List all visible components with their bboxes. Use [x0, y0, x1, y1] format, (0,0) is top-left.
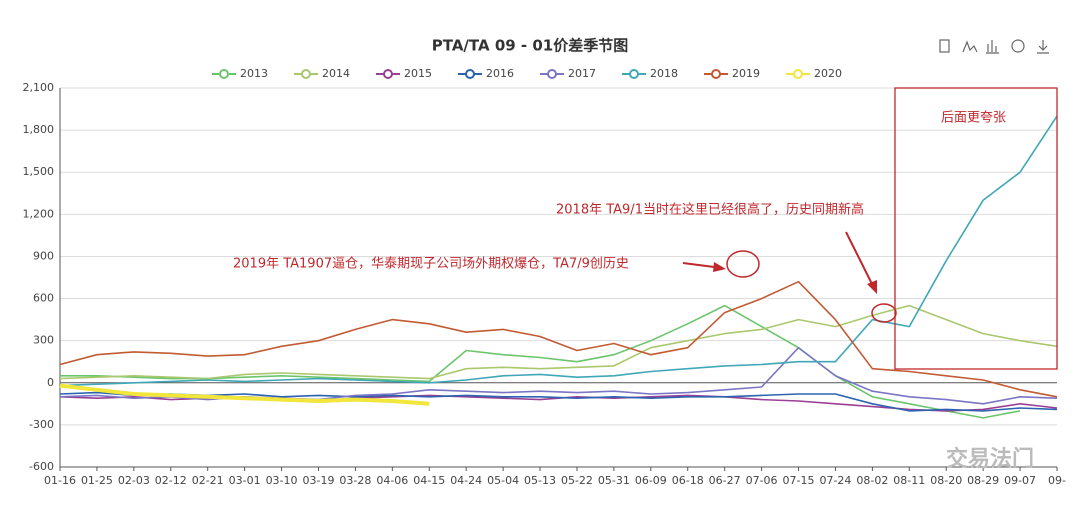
x-tick-label: 06-09 [635, 474, 667, 487]
x-tick-label: 03-19 [302, 474, 334, 487]
series-line [59, 115, 1058, 387]
watermark: 交易法门 [946, 446, 1034, 472]
x-tick-label: 03-10 [266, 474, 298, 487]
tool-save[interactable] [1037, 40, 1049, 54]
x-tick-label: 07-15 [783, 474, 815, 487]
x-tick-label: 07-06 [746, 474, 778, 487]
x-tick-label: 07-24 [819, 474, 851, 487]
x-tick-label: 03-01 [229, 474, 261, 487]
x-tick-label: 06-18 [672, 474, 704, 487]
y-tick-label: 900 [33, 249, 54, 262]
y-tick-label: -600 [29, 460, 54, 473]
x-tick-label: 02-12 [155, 474, 187, 487]
x-tick-label: 08-02 [856, 474, 888, 487]
tool-restore[interactable] [1011, 39, 1025, 53]
annotation-circle [726, 250, 760, 278]
legend-label: 2016 [486, 67, 514, 80]
legend-label: 2019 [732, 67, 760, 80]
y-tick-label: 0 [47, 376, 54, 389]
series-line [59, 383, 430, 406]
toolbar[interactable] [939, 39, 1049, 54]
chart-title: PTA/TA 09 - 01价差季节图 [432, 37, 628, 55]
highlight-box [894, 87, 1058, 370]
x-tick-label: 02-21 [192, 474, 224, 487]
tool-data-view[interactable] [939, 39, 950, 53]
y-tick-label: -300 [29, 418, 54, 431]
y-tick-label: 600 [33, 292, 54, 305]
annotation: 后面更夸张 [941, 111, 1006, 126]
x-tick-label: 05-22 [561, 474, 593, 487]
legend-marker [301, 69, 311, 79]
legend-marker [465, 69, 475, 79]
legend-label: 2018 [650, 67, 678, 80]
x-tick-label: 09- [1048, 474, 1066, 487]
x-tick-label: 05-13 [524, 474, 556, 487]
x-tick-label: 08-29 [967, 474, 999, 487]
legend-label: 2017 [568, 67, 596, 80]
annotation-circle [871, 303, 897, 323]
tool-line[interactable] [962, 40, 978, 53]
legend-marker [383, 69, 393, 79]
y-tick-label: 1,200 [23, 207, 55, 220]
series-line [59, 280, 1058, 398]
legend-label: 2014 [322, 67, 350, 80]
x-tick-label: 01-16 [44, 474, 76, 487]
annotation-arrowhead [867, 280, 877, 294]
series-line [60, 304, 1021, 419]
x-tick-label: 04-15 [413, 474, 445, 487]
annotation: 2019年 TA1907逼仓，华泰期现子公司场外期权爆仓，TA7/9创历史 [233, 256, 629, 272]
legend-label: 2013 [240, 67, 268, 80]
x-tick-label: 05-04 [487, 474, 519, 487]
x-tick-label: 08-20 [930, 474, 962, 487]
legend-marker [793, 69, 803, 79]
annotation-arrow [845, 231, 875, 289]
x-tick-label: 04-06 [376, 474, 408, 487]
x-tick-label: 08-11 [893, 474, 925, 487]
annotation: 2018年 TA9/1当时在这里已经很高了，历史同期新高 [556, 202, 864, 218]
x-tick-label: 06-27 [709, 474, 741, 487]
legend-label: 2020 [814, 67, 842, 80]
y-tick-label: 1,800 [23, 123, 55, 136]
x-tick-label: 01-25 [81, 474, 113, 487]
series-line [59, 391, 1058, 412]
y-tick-label: 300 [33, 334, 54, 347]
x-tick-label: 02-03 [118, 474, 150, 487]
legend-marker [219, 69, 229, 79]
x-tick-label: 03-28 [339, 474, 371, 487]
legend-marker [629, 69, 639, 79]
x-tick-label: 09-07 [1004, 474, 1036, 487]
x-tick-label: 04-24 [450, 474, 482, 487]
x-tick-label: 05-31 [598, 474, 630, 487]
annotation-arrowhead [713, 262, 726, 272]
y-tick-label: 1,500 [23, 165, 55, 178]
series-line [59, 304, 1058, 380]
tool-bar[interactable] [986, 40, 999, 54]
legend-marker [547, 69, 557, 79]
legend-label: 2015 [404, 67, 432, 80]
y-tick-label: 2,100 [23, 81, 55, 94]
legend-marker [711, 69, 721, 79]
